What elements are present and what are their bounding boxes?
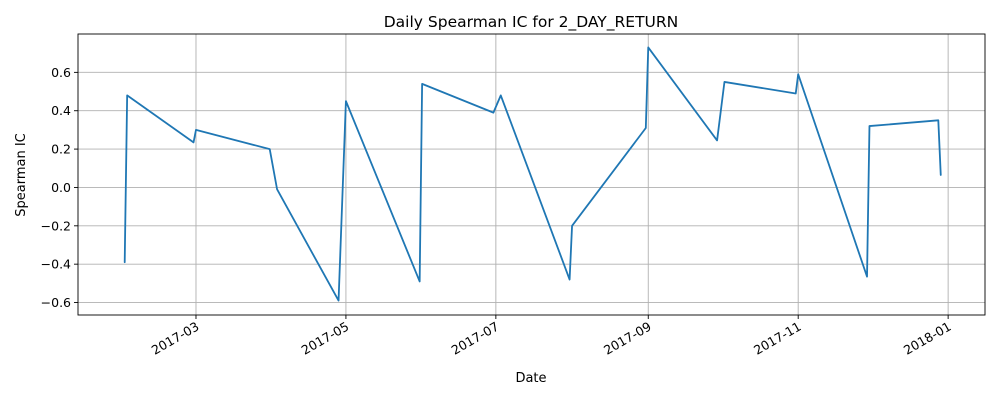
series-line: [123, 46, 942, 302]
x-axis-title: Date: [515, 371, 546, 386]
y-tick-label: 0.0: [51, 180, 71, 195]
y-tick-label: −0.6: [41, 295, 71, 310]
y-tick-label: 0.4: [51, 103, 71, 118]
y-tick-label: 0.6: [51, 65, 71, 80]
y-tick-label: −0.2: [41, 218, 71, 233]
plot-frame: [77, 33, 986, 316]
y-tick-label: 0.2: [51, 142, 71, 157]
y-tick-label: −0.4: [41, 257, 71, 272]
chart-title: Daily Spearman IC for 2_DAY_RETURN: [384, 13, 679, 32]
series-line-group: [123, 46, 942, 302]
y-axis-title: Spearman IC: [14, 133, 29, 217]
